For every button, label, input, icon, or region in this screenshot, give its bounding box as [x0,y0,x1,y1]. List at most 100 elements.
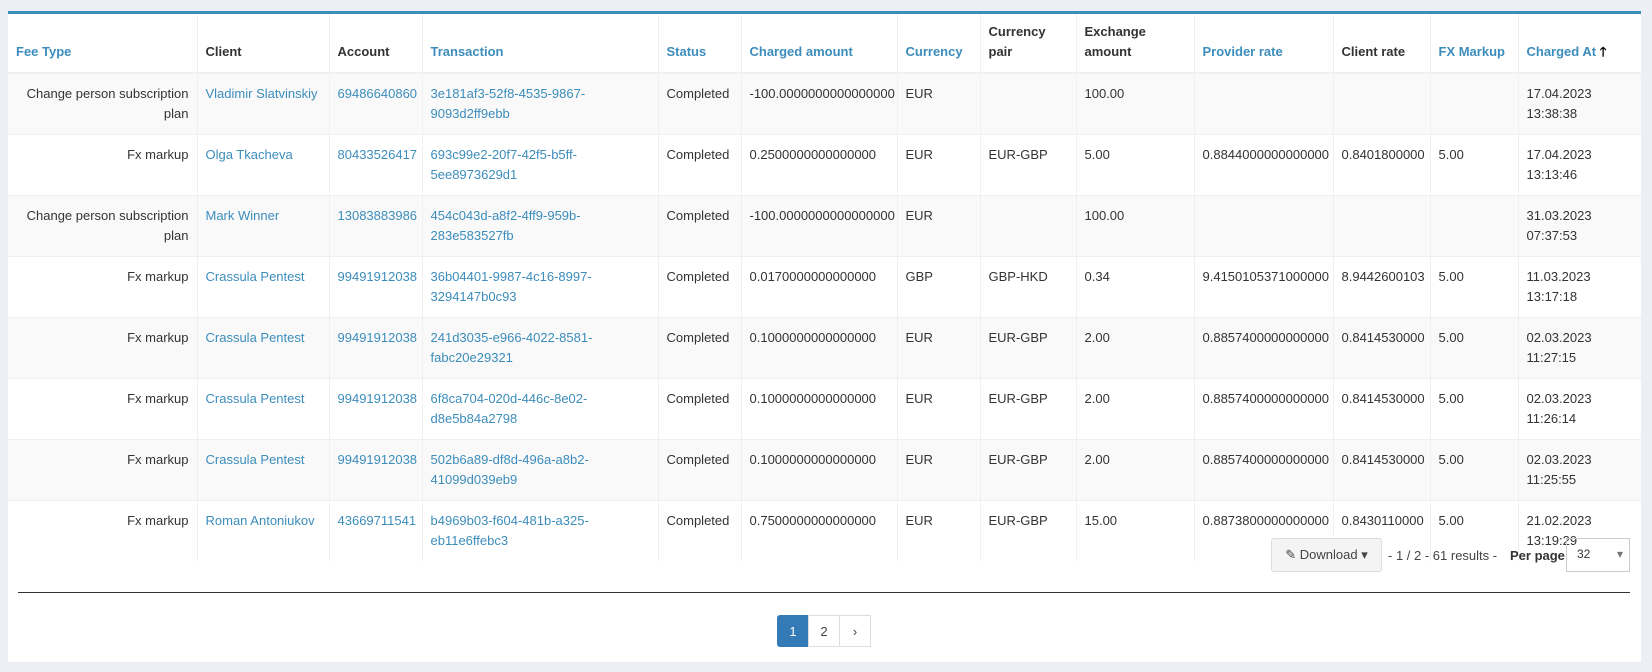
client-link[interactable]: Crassula Pentest [205,391,305,406]
table-cell: Completed [657,256,741,318]
transaction-link[interactable]: 241d3035-e966-4022-8581-fabc20e29321 [430,330,593,365]
table-row: Fx markup Roman Antoniukov 43669711541 b496… [8,500,1641,561]
table-cell: EUR [896,500,980,561]
table-cell: 0.8414530000 [1332,378,1430,440]
table-cell: GBP [896,256,980,318]
header-text: Charged At [1526,44,1597,59]
client-link[interactable]: Roman Antoniukov [205,513,315,528]
per-page-select[interactable]: 32 [1566,538,1630,572]
table-cell: 9.4150105371000000 [1193,256,1333,318]
transaction-link[interactable]: 3e181af3-52f8-4535-9867-9093d2ff9ebb [430,86,586,121]
table-cell: EUR [896,317,980,379]
table-cell: -100.0000000000000000 [740,195,897,257]
column-header[interactable]: Status [657,14,741,74]
table-cell: Crassula Pentest [196,378,329,440]
column-header[interactable]: Currency [896,14,980,74]
account-link[interactable]: 13083883986 [337,208,418,223]
table-cell: GBP-HKD [979,256,1076,318]
transaction-link[interactable]: 36b04401-9987-4c16-8997-3294147b0c93 [430,269,592,304]
table-cell: 31.03.2023 07:37:53 [1517,195,1641,257]
account-link[interactable]: 69486640860 [337,86,418,101]
table-cell: Fx markup [8,134,197,196]
column-header[interactable]: Transaction [421,14,658,74]
transaction-link[interactable]: 502b6a89-df8d-496a-a8b2-41099d039eb9 [430,452,589,487]
table-cell: EUR-GBP [979,317,1076,379]
column-header[interactable]: Charged amount [740,14,897,74]
table-cell [1429,195,1518,257]
table-cell [1193,72,1333,135]
transaction-link[interactable]: b4969b03-f604-481b-a325-eb11e6ffebc3 [430,513,589,548]
table-cell [1332,72,1430,135]
column-header: Currency pair [979,14,1076,74]
page-button[interactable]: › [839,615,871,647]
transaction-link[interactable]: 693c99e2-20f7-42f5-b5ff-5ee8973629d1 [430,147,577,182]
client-link[interactable]: Crassula Pentest [205,452,305,467]
table-cell: Olga Tkacheva [196,134,329,196]
client-link[interactable]: Olga Tkacheva [205,147,293,162]
column-header[interactable]: Provider rate [1193,14,1333,74]
table-cell [1332,195,1430,257]
column-header[interactable]: Fee Type [8,14,197,74]
table-cell: Fx markup [8,439,197,501]
table-cell: EUR [896,439,980,501]
table-cell: 80433526417 [328,134,422,196]
table-cell: Roman Antoniukov [196,500,329,561]
table-row: Fx markup Crassula Pentest 99491912038 36b0… [8,256,1641,318]
table-row: Fx markup Crassula Pentest 99491912038 241d… [8,317,1641,379]
pager-info: - 1 / 2 - 61 results - [1388,548,1498,563]
client-link[interactable]: Mark Winner [205,208,280,223]
download-button[interactable]: ✎ Download ▾ [1271,538,1382,572]
table-cell: 0.2500000000000000 [740,134,897,196]
page-button[interactable]: 2 [808,615,840,647]
table-cell: EUR [896,72,980,135]
table-cell: 0.8844000000000000 [1193,134,1333,196]
table-cell: Completed [657,378,741,440]
account-link[interactable]: 80433526417 [337,147,418,162]
table-cell: 0.8401800000 [1332,134,1430,196]
account-link[interactable]: 99491912038 [337,269,418,284]
table-cell: 3e181af3-52f8-4535-9867-9093d2ff9ebb [421,72,658,135]
table-cell: 0.7500000000000000 [740,500,897,561]
column-header[interactable]: Charged At 🡑 [1517,14,1641,74]
transaction-link[interactable]: 6f8ca704-020d-446c-8e02-d8e5b84a2798 [430,391,588,426]
table-cell: EUR-GBP [979,378,1076,440]
table-cell: 0.8857400000000000 [1193,439,1333,501]
table-cell: 99491912038 [328,439,422,501]
table-cell: 454c043d-a8f2-4ff9-959b-283e583527fb [421,195,658,257]
table-cell: 99491912038 [328,317,422,379]
table-cell: Completed [657,195,741,257]
table-cell [979,195,1076,257]
column-header: Account [328,14,422,74]
fees-table: Fee Type Client Account Transaction Stat… [8,14,1641,561]
transaction-link[interactable]: 454c043d-a8f2-4ff9-959b-283e583527fb [430,208,581,243]
client-link[interactable]: Crassula Pentest [205,269,305,284]
table-cell: 02.03.2023 11:25:55 [1517,439,1641,501]
table-cell: EUR-GBP [979,134,1076,196]
table-row: Change person subscription plan Mark Winn… [8,195,1641,257]
column-header: Exchange amount [1075,14,1194,74]
client-link[interactable]: Vladimir Slatvinskiy [205,86,318,101]
table-cell: 241d3035-e966-4022-8581-fabc20e29321 [421,317,658,379]
table-cell: Change person subscription plan [8,72,197,135]
table-cell: Fx markup [8,256,197,318]
table-cell: 0.8857400000000000 [1193,317,1333,379]
table-row: Fx markup Olga Tkacheva 80433526417 693c99e… [8,134,1641,196]
table-cell: EUR-GBP [979,500,1076,561]
account-link[interactable]: 43669711541 [337,513,417,528]
table-cell: 02.03.2023 11:27:15 [1517,317,1641,379]
table-cell: -100.0000000000000000 [740,72,897,135]
table-cell: 0.8414530000 [1332,439,1430,501]
table-cell: Mark Winner [196,195,329,257]
column-header[interactable]: FX Markup [1429,14,1518,74]
table-cell: Crassula Pentest [196,256,329,318]
account-link[interactable]: 99491912038 [337,330,418,345]
client-link[interactable]: Crassula Pentest [205,330,305,345]
table-cell: 0.1000000000000000 [740,317,897,379]
table-cell: Vladimir Slatvinskiy [196,72,329,135]
page-button[interactable]: 1 [777,615,809,647]
account-link[interactable]: 99491912038 [337,391,418,406]
account-link[interactable]: 99491912038 [337,452,418,467]
table-cell [1429,72,1518,135]
table-cell: 693c99e2-20f7-42f5-b5ff-5ee8973629d1 [421,134,658,196]
table-cell: Fx markup [8,317,197,379]
